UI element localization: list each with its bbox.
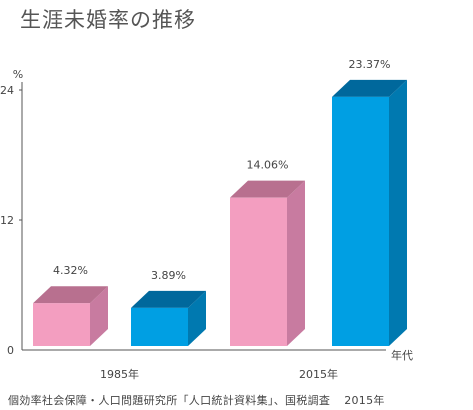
x-group-label: 1985年 [100,367,139,381]
bar-top-face [230,180,305,198]
bar-side-face [389,79,407,346]
bar-value-label: 4.32% [53,264,88,277]
bar-side-face [90,286,108,346]
bar-side-face [287,180,305,346]
y-axis-unit-label: % [13,68,23,81]
bar-top-face [131,290,206,308]
y-tick-label: 0 [7,344,14,357]
x-group-label: 2015年 [299,367,338,381]
bar-top-face [33,286,108,304]
bar-top-face [332,79,407,97]
bar [230,197,287,346]
bar [332,96,389,346]
source-year: 2015年 [344,394,385,407]
source-text: 個効率社会保障・人口問題研究所「人口統計資料集」、国税調査 [8,394,331,407]
bar-side-face [188,290,206,346]
y-tick-label: 24 [0,84,14,97]
bar-value-label: 23.37% [349,58,391,71]
x-axis-label: 年代 [391,348,413,362]
bar-value-label: 14.06% [247,159,289,172]
y-tick-label: 12 [0,214,14,227]
bar [33,303,90,346]
source-note: 個効率社会保障・人口問題研究所「人口統計資料集」、国税調査 2015年 [8,392,385,408]
bar-value-label: 3.89% [151,269,186,282]
chart-title: 生涯未婚率の推移 [20,8,196,32]
bar [131,307,188,346]
